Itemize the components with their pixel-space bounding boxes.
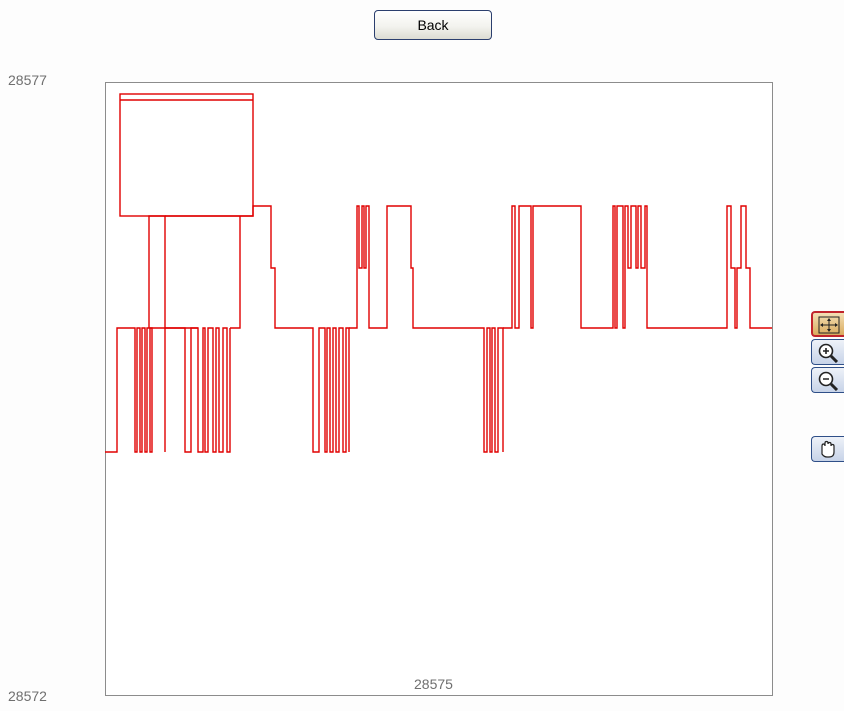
back-button[interactable]: Back [374,10,492,40]
zoom-out-tool-button[interactable] [811,367,844,393]
pan-tool-button[interactable] [811,436,844,462]
fit-icon [818,316,840,334]
fit-tool-button[interactable] [811,311,844,337]
waveform-trace [105,93,772,453]
y-axis-max-label: 28577 [8,72,47,88]
x-axis-mid-label: 28575 [414,676,453,692]
pan-hand-icon [821,440,835,458]
zoom-out-icon [818,371,839,391]
y-axis-min-label: 28572 [8,688,47,704]
waveform-chart[interactable] [105,82,773,696]
zoom-in-icon [818,343,839,363]
zoom-in-tool-button[interactable] [811,339,844,365]
